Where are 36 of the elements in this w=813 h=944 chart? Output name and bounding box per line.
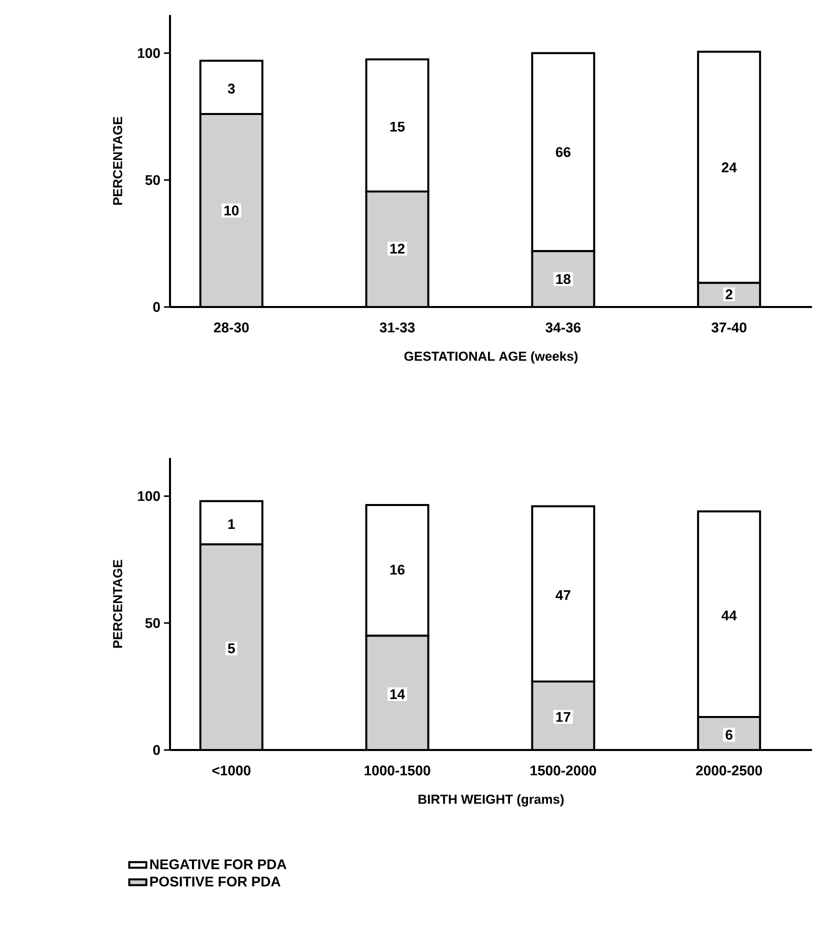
annotation: 44 xyxy=(722,610,737,620)
x-tick-label: 31-33 xyxy=(380,322,415,332)
x-tick-label: 37-40 xyxy=(711,322,746,332)
annotation: 47 xyxy=(556,590,570,600)
x-tick-label: 28-30 xyxy=(214,322,249,332)
annotation: 15 xyxy=(390,122,405,132)
legend-label: POSITIVE FOR PDA xyxy=(150,876,280,887)
x-tick-label: 1000-1500 xyxy=(364,766,430,776)
x-tick-label: 2000-2500 xyxy=(696,766,762,776)
x-tick-label: 34-36 xyxy=(546,322,581,332)
y-tick-label: 0 xyxy=(153,302,160,312)
annotation: 2 xyxy=(726,289,732,300)
annotation: 14 xyxy=(390,689,405,699)
annotation: 17 xyxy=(556,712,570,722)
y-axis-title: PERCENTAGE xyxy=(113,116,122,205)
annotation: 10 xyxy=(224,206,239,216)
y-tick-label: 0 xyxy=(153,745,160,755)
y-axis-title: PERCENTAGE xyxy=(113,560,122,648)
annotation: 16 xyxy=(390,564,405,575)
y-tick-label: 50 xyxy=(145,175,160,185)
annotation: 24 xyxy=(722,162,737,172)
annotation: 12 xyxy=(390,244,405,254)
annotation: 5 xyxy=(228,644,235,654)
x-tick-label: <1000 xyxy=(212,766,250,776)
x-tick-label: 1500-2000 xyxy=(530,766,596,776)
y-tick-label: 100 xyxy=(138,491,160,502)
annotation: 66 xyxy=(556,147,570,158)
legend-label: NEGATIVE FOR PDA xyxy=(150,859,286,870)
annotation: 1 xyxy=(228,519,235,529)
annotation: 18 xyxy=(556,274,571,284)
y-tick-label: 50 xyxy=(145,618,160,628)
y-tick-label: 100 xyxy=(138,48,160,58)
annotation: 3 xyxy=(228,84,235,94)
x-axis-title: GESTATIONAL AGE (weeks) xyxy=(404,351,578,364)
annotation: 6 xyxy=(726,730,732,740)
x-axis-title: BIRTH WEIGHT (grams) xyxy=(418,794,564,806)
